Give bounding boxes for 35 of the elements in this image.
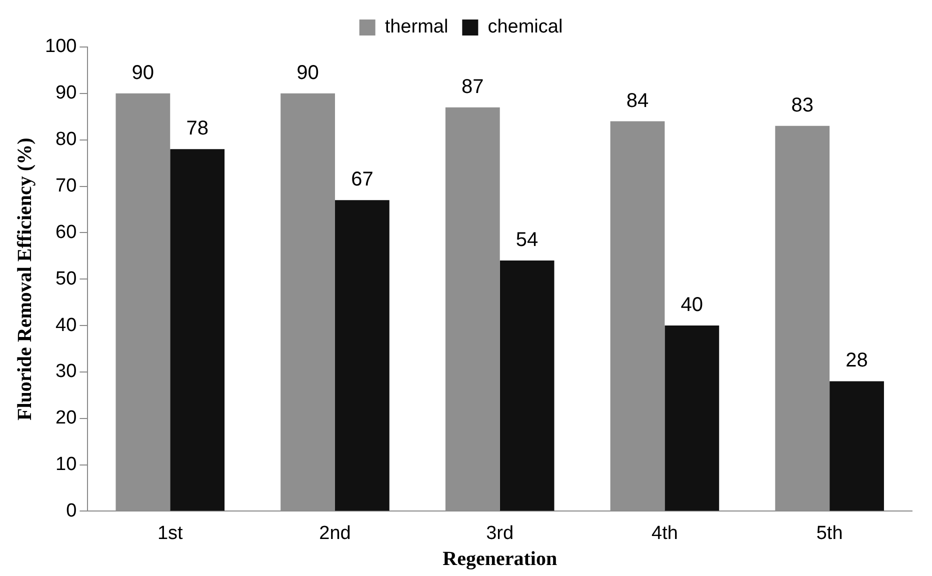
y-tick-label: 10 xyxy=(56,454,77,476)
x-tick-label: 3rd xyxy=(486,522,514,544)
legend-label: thermal xyxy=(384,16,448,38)
data-label: 87 xyxy=(462,76,484,98)
data-label: 83 xyxy=(791,94,814,116)
data-label: 67 xyxy=(351,168,374,191)
y-tick-label: 30 xyxy=(56,361,77,382)
x-axis-title: Regeneration xyxy=(442,548,558,570)
y-tick-label: 90 xyxy=(56,82,77,104)
y-tick-label: 60 xyxy=(56,222,77,243)
data-label: 28 xyxy=(846,350,868,372)
data-label: 90 xyxy=(296,62,319,84)
y-tick-label: 40 xyxy=(56,314,77,336)
data-label: 90 xyxy=(132,62,154,84)
legend-label: chemical xyxy=(488,16,563,38)
x-tick-label: 4th xyxy=(652,522,678,544)
data-label: 54 xyxy=(516,229,538,252)
y-tick-label: 70 xyxy=(56,175,77,196)
data-label: 84 xyxy=(626,90,649,112)
y-tick-label: 100 xyxy=(45,36,77,58)
bar xyxy=(830,381,884,511)
x-tick-label: 1st xyxy=(157,522,184,544)
x-tick-label: 5th xyxy=(816,522,843,544)
y-axis-title: Fluoride Removal Efficiency (%) xyxy=(14,138,36,420)
x-tick-label: 2nd xyxy=(319,522,351,544)
y-tick-label: 0 xyxy=(66,500,77,522)
bar xyxy=(664,326,720,511)
bar xyxy=(334,200,390,511)
data-label: 40 xyxy=(680,294,704,316)
y-tick-label: 50 xyxy=(56,268,77,290)
y-tick-label: 80 xyxy=(56,129,77,150)
data-label: 78 xyxy=(186,118,208,140)
y-tick-label: 20 xyxy=(56,408,77,429)
bar xyxy=(500,260,554,511)
bar xyxy=(170,149,225,511)
